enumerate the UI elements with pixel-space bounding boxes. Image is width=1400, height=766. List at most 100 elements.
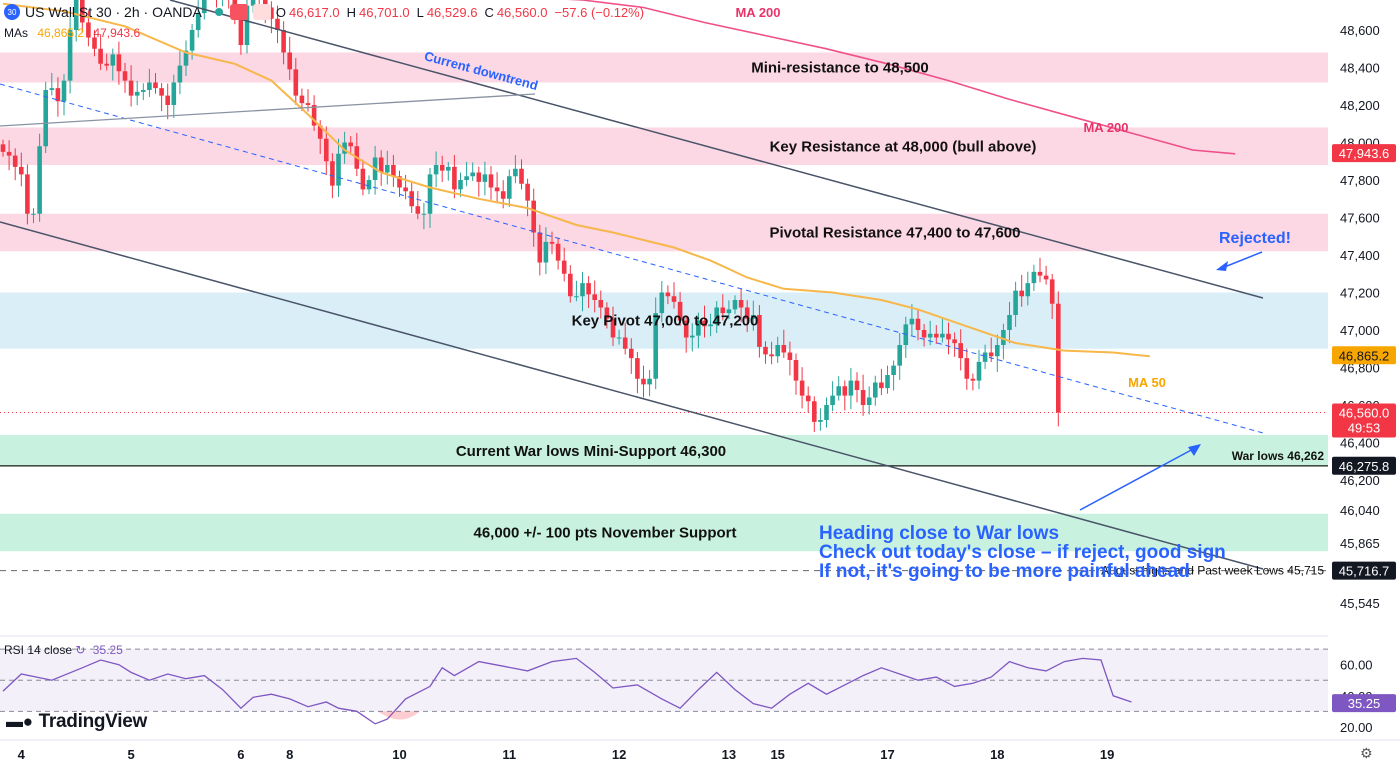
candle xyxy=(885,375,890,389)
candle xyxy=(385,165,390,173)
candle xyxy=(744,307,750,319)
price-tick-label: 48,800 xyxy=(1340,0,1380,1)
candle xyxy=(720,307,726,314)
candle xyxy=(122,71,128,81)
market-open-dot xyxy=(214,8,223,16)
price-tick-label: 48,600 xyxy=(1340,23,1380,38)
candle xyxy=(659,292,665,314)
candle xyxy=(464,176,469,180)
candle xyxy=(1025,283,1031,297)
candle xyxy=(714,307,719,325)
candle xyxy=(263,0,268,8)
ma50-legend-value: 46,865.2 xyxy=(37,26,85,40)
time-axis[interactable]: 4 5 6 8 10 11 12 13 15 17 18 19 xyxy=(0,739,1400,762)
candle xyxy=(183,50,189,66)
candle xyxy=(708,324,713,327)
ma50-badge-text: 46,865.2 xyxy=(1339,348,1390,363)
change-value: −57.6 (−0.12%) xyxy=(554,4,645,20)
spread-button[interactable] xyxy=(252,4,271,20)
candle xyxy=(653,313,658,379)
candle xyxy=(336,153,341,186)
candle xyxy=(1013,290,1018,315)
candle xyxy=(690,335,695,338)
candle xyxy=(67,30,73,81)
price-axis[interactable]: 48,80048,60048,40048,20048,00047,80047,6… xyxy=(1328,0,1400,766)
mid-channel-line xyxy=(0,83,1264,434)
tradingview-logo[interactable]: ▬● TradingView xyxy=(6,711,147,733)
tradingview-logo-text: TradingView xyxy=(38,711,148,732)
candle xyxy=(702,320,707,327)
candle xyxy=(324,138,329,162)
candle xyxy=(909,318,915,325)
price-tick-label: 47,000 xyxy=(1340,323,1380,338)
candle xyxy=(873,382,878,398)
rsi-band xyxy=(0,649,1328,712)
candle xyxy=(391,165,396,177)
candle xyxy=(891,365,896,375)
candle xyxy=(92,37,97,49)
gear-icon[interactable]: ⚙ xyxy=(1360,745,1373,761)
refresh-icon[interactable]: ↻ xyxy=(75,643,86,657)
candle xyxy=(43,90,48,147)
symbol-icon[interactable]: 30 xyxy=(4,4,20,20)
rsi-legend[interactable]: RSI 14 close ↻ 35.25 xyxy=(4,643,123,657)
candle xyxy=(1031,271,1037,284)
ma200-badge xyxy=(1332,144,1396,163)
candle xyxy=(604,307,610,319)
rsi-badge-text: 35.25 xyxy=(1348,696,1381,711)
rejected-arrow-line xyxy=(1221,251,1263,269)
candle xyxy=(525,183,530,201)
ma200-badge-text: 47,943.6 xyxy=(1339,146,1390,161)
candle xyxy=(854,380,860,390)
mas-label: MAs xyxy=(4,26,28,40)
candle xyxy=(500,191,506,199)
countdown-text: 49:53 xyxy=(1348,421,1381,436)
ma200-line xyxy=(567,0,1236,155)
candle xyxy=(409,191,414,207)
note-line-1: Heading close to War lows xyxy=(819,523,1059,544)
candle xyxy=(824,405,829,420)
candle xyxy=(110,54,116,66)
candle xyxy=(238,13,244,45)
candle xyxy=(671,296,677,302)
candle xyxy=(812,401,817,422)
mas-legend[interactable]: MAs 46,865.2 47,943.6 xyxy=(4,26,140,40)
candle xyxy=(561,260,567,274)
price-tick-label: 45,865 xyxy=(1340,536,1380,551)
time-tick-label: 8 xyxy=(286,747,293,762)
grey-trendline xyxy=(0,93,536,127)
candle xyxy=(543,241,549,263)
time-tick-label: 4 xyxy=(18,747,26,762)
candle xyxy=(879,382,884,389)
candle xyxy=(1049,279,1055,304)
candle xyxy=(403,187,408,192)
candle xyxy=(378,157,384,173)
august-highs-badge-text: 45,716.7 xyxy=(1339,564,1390,579)
time-tick-label: 6 xyxy=(237,747,244,762)
price-tick-label: 48,400 xyxy=(1340,61,1380,76)
ma-layer xyxy=(2,0,1236,358)
candle xyxy=(177,65,183,83)
downtrend-upper-line xyxy=(169,0,1264,299)
candle xyxy=(995,345,1000,357)
candle xyxy=(98,48,103,64)
candle xyxy=(738,300,744,308)
price-tick-label: 46,400 xyxy=(1340,436,1380,451)
labels-layer: Mini-resistance to 48,500 Key Resistance … xyxy=(423,5,1325,582)
ma200-right-label: MA 200 xyxy=(1083,120,1128,135)
zone-label-0: Mini-resistance to 48,500 xyxy=(751,60,929,77)
war-lows-arrow-line xyxy=(1079,447,1196,511)
chart-header: 30 US Wall St 30 · 2h · OANDA O 46,617.0 … xyxy=(4,4,648,20)
zone-4 xyxy=(0,435,1328,467)
candles-layer xyxy=(0,0,1061,432)
sell-button[interactable] xyxy=(229,4,248,20)
candle xyxy=(665,292,671,297)
candle xyxy=(836,386,841,396)
symbol-title[interactable]: US Wall St 30 · 2h · OANDA xyxy=(25,4,202,20)
candle xyxy=(677,301,683,321)
candle xyxy=(1056,303,1061,413)
candle xyxy=(147,82,152,90)
war-lows-label: War lows 46,262 xyxy=(1232,449,1325,463)
candle xyxy=(598,300,604,308)
